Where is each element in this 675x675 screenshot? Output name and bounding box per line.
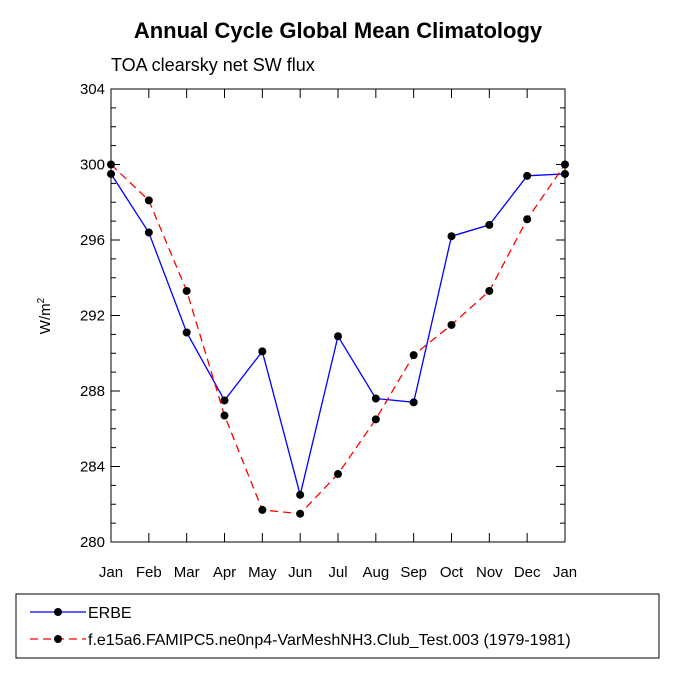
- legend-label-2: f.e15a6.FAMIPC5.ne0np4-VarMeshNH3.Club_T…: [88, 632, 571, 649]
- x-tick-label: Nov: [476, 564, 503, 581]
- series-2-point: [220, 411, 229, 420]
- legend-marker-1: [54, 608, 62, 616]
- series-2-point: [107, 160, 115, 169]
- x-tick-label: Mar: [174, 564, 200, 581]
- series-1-point: [371, 394, 380, 403]
- y-tick-label: 284: [80, 459, 105, 476]
- x-axis: Jan Feb Mar Apr May Jun Jul Aug Sep Oct Nov Dec Jan: [99, 89, 577, 581]
- series-1-point: [220, 396, 229, 405]
- series-2-point: [523, 215, 532, 224]
- series-2-point: [258, 505, 267, 514]
- series-2-point: [296, 509, 305, 518]
- x-tick-label: Jun: [288, 564, 312, 581]
- x-tick-label: Feb: [136, 564, 162, 581]
- series-1-point: [334, 332, 342, 341]
- y-tick-label: 304: [80, 81, 105, 98]
- series-1-point: [258, 347, 267, 356]
- series-2-point: [561, 160, 569, 169]
- x-tick-label: Jan: [99, 564, 123, 581]
- series-1-point: [523, 171, 532, 180]
- series-1-point: [296, 490, 305, 499]
- x-tick-label: Dec: [514, 564, 541, 581]
- series-2-point: [447, 320, 456, 329]
- series-2-point: [409, 351, 418, 360]
- x-tick-label: May: [248, 564, 277, 581]
- y-tick-label: 292: [80, 308, 105, 325]
- series-2-point: [334, 470, 342, 479]
- y-axis: 280 284 288 292 296 300 304: [80, 81, 565, 551]
- y-tick-label: 300: [80, 157, 105, 174]
- series-1-point: [447, 232, 456, 241]
- legend: ERBE f.e15a6.FAMIPC5.ne0np4-VarMeshNH3.Cl…: [15, 593, 660, 659]
- series-2-point: [182, 286, 191, 295]
- series-2-point: [371, 415, 380, 424]
- x-tick-label: Oct: [440, 564, 464, 581]
- y-tick-label: 288: [80, 383, 105, 400]
- legend-label-1: ERBE: [88, 605, 132, 622]
- series-1-point: [144, 228, 153, 237]
- series-1-point: [107, 169, 115, 178]
- series-1-point: [182, 328, 191, 337]
- y-axis-label: W/m2: [36, 297, 54, 334]
- x-tick-label: Jul: [328, 564, 347, 581]
- series-1-point: [409, 398, 418, 407]
- y-tick-label: 296: [80, 232, 105, 249]
- x-tick-label: Sep: [400, 564, 427, 581]
- series-layer: [107, 160, 569, 518]
- x-tick-label: Aug: [362, 564, 389, 581]
- x-tick-label: Apr: [213, 564, 236, 581]
- y-axis-label-base: W/m: [37, 303, 54, 334]
- series-2-point: [485, 286, 494, 295]
- series-2-point: [144, 196, 153, 205]
- y-axis-label-sup: 2: [36, 297, 47, 303]
- legend-box: [15, 593, 660, 659]
- legend-marker-2: [54, 635, 62, 643]
- y-tick-label: 280: [80, 534, 105, 551]
- chart-title: Annual Cycle Global Mean Climatology: [134, 18, 543, 43]
- x-tick-label: Jan: [553, 564, 577, 581]
- chart-subtitle: TOA clearsky net SW flux: [111, 55, 315, 75]
- series-1-point: [485, 220, 494, 229]
- series-1-point: [561, 169, 569, 178]
